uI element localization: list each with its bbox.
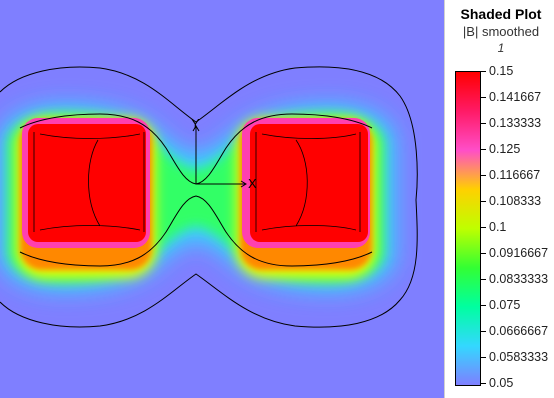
left-coil-core [28,124,146,242]
tick-mark [481,383,486,384]
outer-contour-line [0,66,418,328]
tick-mark [481,331,486,332]
right-coil-contours [255,132,361,232]
legend-subtitle: |B| smoothed [462,24,540,39]
legend-panel: Shaded Plot |B| smoothed 1 0.15 0.141667… [448,0,554,398]
field-plot-area[interactable]: Y X [0,0,444,398]
tick-mark [481,357,486,358]
tick-label: 0.133333 [489,116,542,130]
tick-mark [481,227,486,228]
left-coil-contours [33,132,145,232]
x-axis-label: X [248,176,257,191]
x-axis-arrow [240,180,247,188]
y-axis-arrow [192,125,200,132]
tick-mark [481,253,486,254]
shaded-field-plot: Y X [0,66,418,328]
tick-mark [481,149,486,150]
tick-label: 0.075 [489,298,521,312]
tick-label: 0.05 [489,376,514,390]
right-coil-core [250,124,368,242]
tick-label: 0.0833333 [489,272,549,286]
legend-plot-number: 1 [497,41,505,55]
tick-mark [481,175,486,176]
legend-title: Shaded Plot [460,6,542,22]
colorbar [455,71,481,386]
tick-label: 0.108333 [489,194,542,208]
tick-mark [481,201,486,202]
tick-label: 0.141667 [489,90,542,104]
tick-mark [481,123,486,124]
tick-mark [481,71,486,72]
tick-label: 0.0583333 [489,350,549,364]
tick-mark [481,305,486,306]
y-axis-label: Y [191,116,200,131]
tick-label: 0.116667 [489,168,541,182]
tick-mark [481,97,486,98]
tick-label: 0.15 [489,64,514,78]
tick-label: 0.0916667 [489,246,549,260]
tick-label: 0.125 [489,142,521,156]
tick-label: 0.0666667 [489,324,549,338]
tick-label: 0.1 [489,220,507,234]
panel-divider [444,0,448,398]
tick-mark [481,279,486,280]
